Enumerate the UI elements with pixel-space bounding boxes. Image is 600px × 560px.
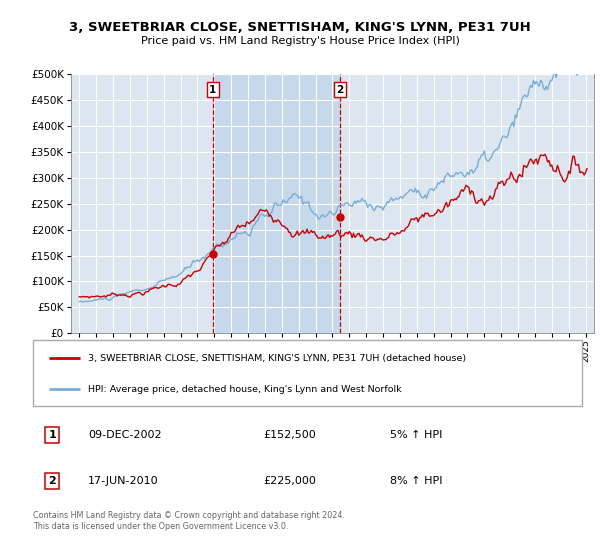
Text: 1: 1 xyxy=(209,85,217,95)
Text: 8% ↑ HPI: 8% ↑ HPI xyxy=(390,476,442,486)
Text: HPI: Average price, detached house, King's Lynn and West Norfolk: HPI: Average price, detached house, King… xyxy=(88,385,401,394)
Text: 3, SWEETBRIAR CLOSE, SNETTISHAM, KING'S LYNN, PE31 7UH (detached house): 3, SWEETBRIAR CLOSE, SNETTISHAM, KING'S … xyxy=(88,354,466,363)
Text: 5% ↑ HPI: 5% ↑ HPI xyxy=(390,430,442,440)
Text: £152,500: £152,500 xyxy=(263,430,316,440)
Text: Price paid vs. HM Land Registry's House Price Index (HPI): Price paid vs. HM Land Registry's House … xyxy=(140,36,460,46)
Text: 2: 2 xyxy=(49,476,56,486)
Text: 2: 2 xyxy=(337,85,344,95)
Text: 1: 1 xyxy=(49,430,56,440)
Text: Contains HM Land Registry data © Crown copyright and database right 2024.
This d: Contains HM Land Registry data © Crown c… xyxy=(33,511,345,531)
Bar xyxy=(213,74,340,333)
Text: 09-DEC-2002: 09-DEC-2002 xyxy=(88,430,161,440)
Text: 3, SWEETBRIAR CLOSE, SNETTISHAM, KING'S LYNN, PE31 7UH: 3, SWEETBRIAR CLOSE, SNETTISHAM, KING'S … xyxy=(69,21,531,34)
Text: £225,000: £225,000 xyxy=(263,476,316,486)
Text: 17-JUN-2010: 17-JUN-2010 xyxy=(88,476,158,486)
